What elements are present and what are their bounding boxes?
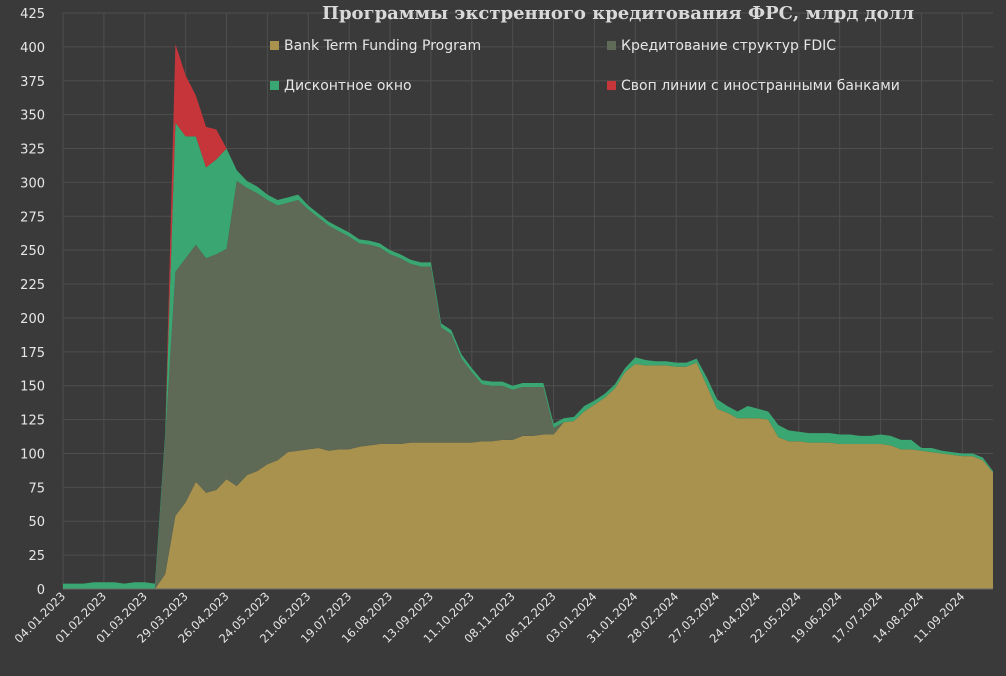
y-tick-label: 225 [20, 278, 45, 293]
y-tick-label: 75 [28, 481, 45, 496]
y-tick-label: 425 [20, 7, 45, 22]
y-tick-label: 0 [37, 583, 45, 598]
y-tick-label: 275 [20, 210, 45, 225]
chart-title: Программы экстренного кредитования ФРС, … [322, 3, 914, 24]
y-tick-label: 200 [20, 312, 45, 327]
y-tick-label: 125 [20, 414, 45, 429]
y-tick-label: 175 [20, 346, 45, 361]
legend-label: Дисконтное окно [284, 78, 412, 94]
y-tick-label: 25 [28, 549, 45, 564]
y-tick-label: 100 [20, 447, 45, 462]
plot-areas [63, 44, 993, 590]
legend-label: Кредитование структур FDIC [621, 38, 836, 54]
legend-swatch [270, 41, 279, 50]
legend-label: Bank Term Funding Program [284, 38, 481, 54]
y-tick-label: 150 [20, 380, 45, 395]
legend-swatch [607, 81, 616, 90]
y-tick-label: 50 [28, 515, 45, 530]
y-tick-label: 350 [20, 109, 45, 124]
legend-label: Своп линии с иностранными банками [621, 78, 900, 94]
legend-swatch [270, 81, 279, 90]
y-tick-label: 375 [20, 75, 45, 90]
y-tick-label: 300 [20, 176, 45, 191]
series-area-2 [63, 181, 993, 589]
y-tick-label: 400 [20, 41, 45, 56]
series-area-1 [63, 362, 993, 589]
legend-swatch [607, 41, 616, 50]
y-tick-label: 250 [20, 244, 45, 259]
legend: Bank Term Funding Program Кредитование ст… [270, 38, 900, 94]
y-tick-label: 325 [20, 143, 45, 158]
y-axis-ticks: 0 25 50 75 100 125 150 175 200 225 250 275 300 325 350… [20, 7, 45, 598]
x-axis-ticks: 04.01.202301.02.202301.03.202329.03.2023… [12, 589, 968, 645]
